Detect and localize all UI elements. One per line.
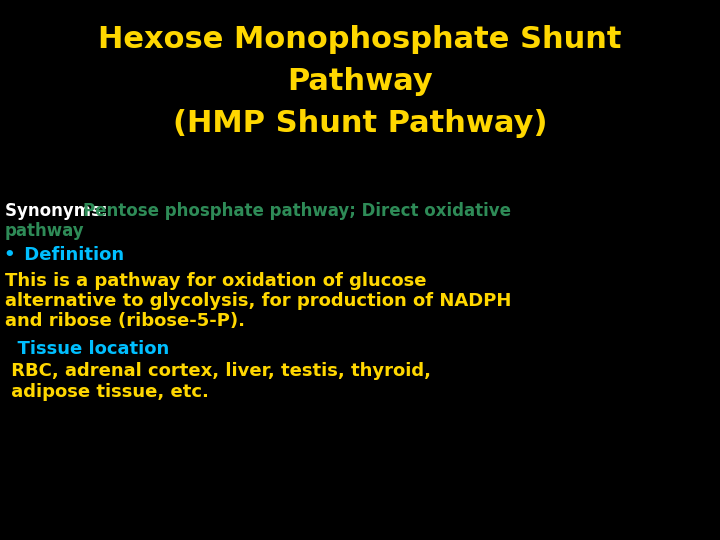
Text: Tissue location: Tissue location [5, 340, 169, 358]
Text: (HMP Shunt Pathway): (HMP Shunt Pathway) [173, 109, 547, 138]
Text: Hexose Monophosphate Shunt: Hexose Monophosphate Shunt [98, 25, 622, 54]
Text: •: • [3, 246, 14, 264]
Text: adipose tissue, etc.: adipose tissue, etc. [5, 383, 209, 401]
Text: alternative to glycolysis, for production of NADPH: alternative to glycolysis, for productio… [5, 292, 511, 310]
Text: RBC, adrenal cortex, liver, testis, thyroid,: RBC, adrenal cortex, liver, testis, thyr… [5, 362, 431, 380]
Text: Definition: Definition [18, 246, 124, 264]
Text: Pentose phosphate pathway; Direct oxidative: Pentose phosphate pathway; Direct oxidat… [83, 202, 511, 220]
Text: Synonyms:: Synonyms: [5, 202, 113, 220]
Text: pathway: pathway [5, 222, 85, 240]
Text: and ribose (ribose-5-P).: and ribose (ribose-5-P). [5, 312, 245, 330]
Text: Pathway: Pathway [287, 67, 433, 96]
Text: This is a pathway for oxidation of glucose: This is a pathway for oxidation of gluco… [5, 272, 426, 290]
